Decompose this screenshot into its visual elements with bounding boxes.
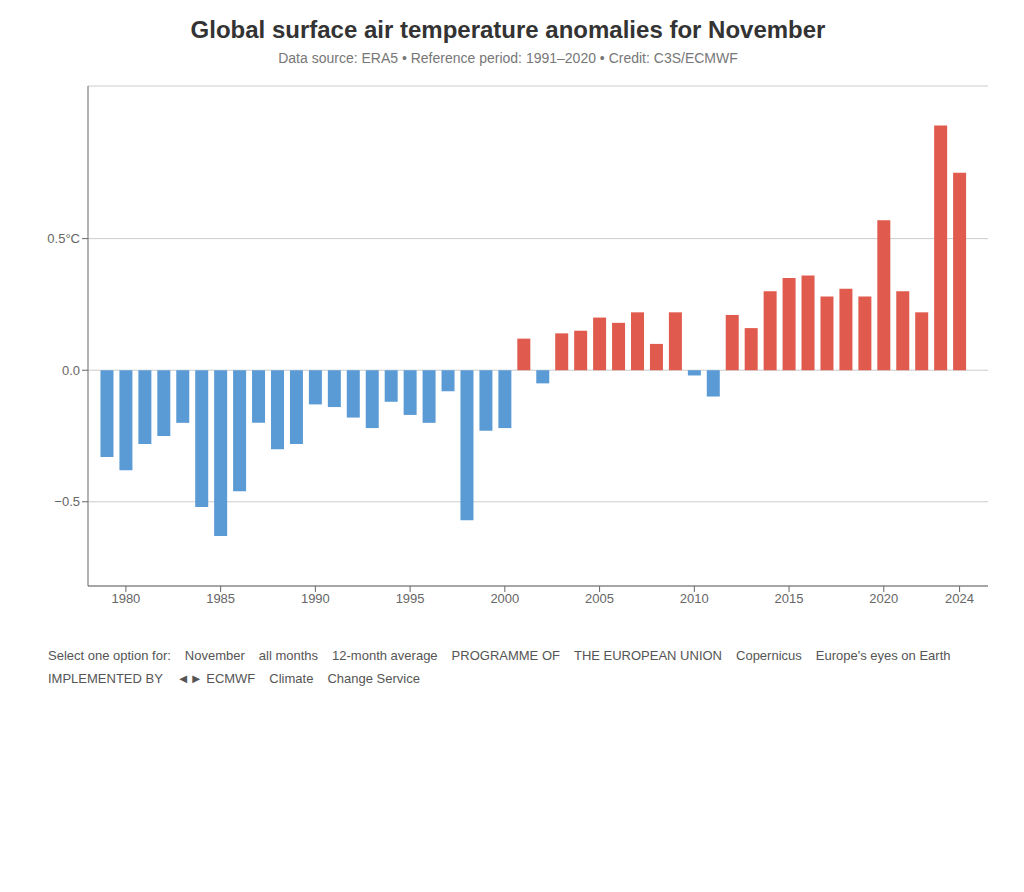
html-text:Copernicus: Copernicus: [736, 648, 802, 663]
html-text:Change Service: Change Service: [327, 671, 420, 686]
html-text:November: November: [184, 648, 245, 663]
svg-text:2000: 2000: [490, 591, 519, 606]
html-text:Europe's eyes on Earth: Europe's eyes on Earth: [815, 648, 951, 663]
html-text:12-month average: 12-month average: [332, 648, 438, 663]
svg-text:−0.5: −0.5: [54, 494, 80, 509]
html-text:PROGRAMME OF: PROGRAMME OF: [451, 648, 560, 663]
html-text:all months: all months: [258, 648, 319, 663]
html-text:THE EUROPEAN UNION: THE EUROPEAN UNION: [573, 648, 722, 663]
html-text:Global surface air temperature: Global surface air temperature anomalies…: [190, 16, 826, 43]
html-text:Data source: ERA5 • Reference: Data source: ERA5 • Reference period: 19…: [278, 50, 738, 66]
html-text:◄► ECMWF: ◄► ECMWF: [176, 671, 256, 686]
svg-text:1980: 1980: [111, 591, 140, 606]
svg-text:1990: 1990: [301, 591, 330, 606]
svg-text:2020: 2020: [869, 591, 898, 606]
html-text:Climate: Climate: [269, 671, 314, 686]
svg-text:0.0: 0.0: [62, 363, 80, 378]
svg-text:0.5°C: 0.5°C: [47, 231, 80, 246]
svg-text:1985: 1985: [206, 591, 235, 606]
html-text:Select one option for:: Select one option for:: [48, 648, 171, 663]
html-text:IMPLEMENTED BY: IMPLEMENTED BY: [48, 671, 163, 686]
svg-text:2015: 2015: [775, 591, 804, 606]
svg-text:2005: 2005: [585, 591, 614, 606]
svg-text:2024: 2024: [945, 591, 974, 606]
svg-text:2010: 2010: [680, 591, 709, 606]
svg-text:1995: 1995: [396, 591, 425, 606]
